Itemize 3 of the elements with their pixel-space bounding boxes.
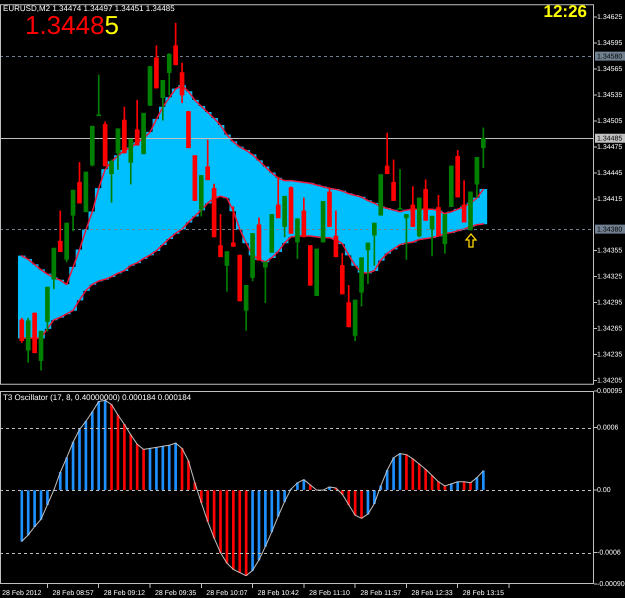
chart-title: EURUSD,M2 1.34474 1.34497 1.34451 1.34485 [3, 4, 175, 13]
chart-title: T3 Oscillator (17, 8, 0.40000000) 0.000184 0.000184 [3, 393, 192, 402]
text: 12:26 [544, 2, 587, 21]
